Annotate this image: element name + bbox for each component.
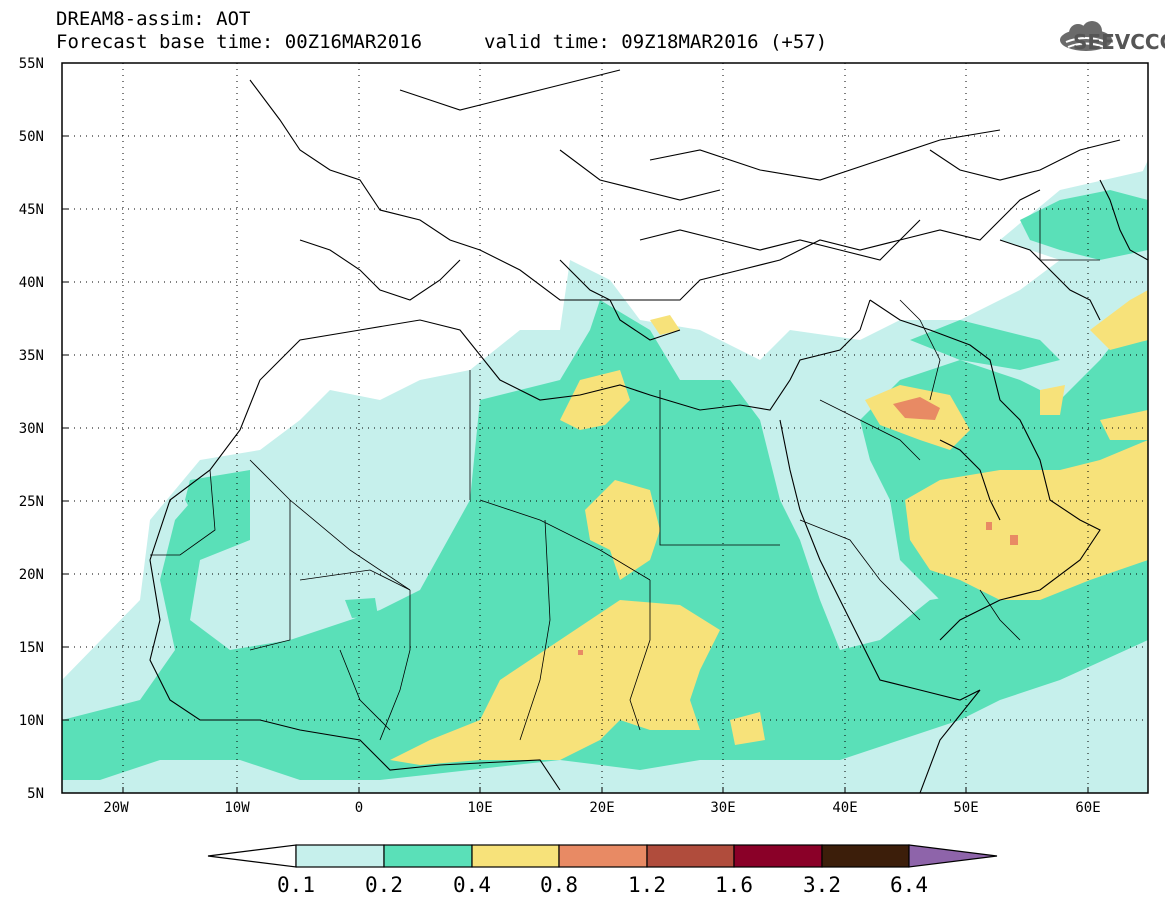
lat-label: 25N [19,494,44,510]
lat-label: 10N [19,713,44,729]
colorbar-seg-8 [908,844,998,868]
lon-label: 20E [589,800,614,816]
colorbar-label: 6.4 [890,873,928,897]
lat-label: 20N [19,567,44,583]
lat-label: 15N [19,640,44,656]
lat-label: 40N [19,275,44,291]
forecast-base-time: Forecast base time: 00Z16MAR2016 [56,33,422,52]
base-time-label: Forecast base time: 00Z16MAR2016 [56,31,423,53]
colorbar-label: 0.4 [453,873,491,897]
colorbar-seg-4 [558,844,648,868]
lon-label: 10E [467,800,492,816]
lon-label: 0 [355,800,363,816]
borders [150,210,1100,741]
colorbar-seg-5 [646,844,735,868]
logo-text: SEEVCCC [1073,30,1165,54]
colorbar-label: 0.2 [365,873,403,897]
colorbar-labels: 0.1 0.2 0.4 0.8 1.2 1.6 3.2 6.4 [277,873,928,897]
colorbar-seg-6 [733,844,823,868]
colorbar-seg-3 [471,844,560,868]
colorbar-label: 3.2 [803,873,841,897]
colorbar-label: 0.8 [540,873,578,897]
lat-label: 30N [19,421,44,437]
colorbar-seg-7 [821,844,910,868]
lat-label: 35N [19,348,44,364]
lon-label: 50E [953,800,978,816]
colorbar-label: 1.6 [715,873,753,897]
lon-label: 10W [224,800,250,816]
coastlines [149,69,1148,793]
lon-labels: 20W 10W 0 10E 20E 30E 40E 50E 60E [103,800,1100,816]
aot-band-0.8 [578,397,1018,655]
lat-label: 45N [19,202,44,218]
tick-marks [62,62,1089,794]
lat-label: 5N [27,786,44,802]
lon-label: 40E [832,800,857,816]
lat-label: 55N [19,56,44,72]
colorbar-label: 0.1 [277,873,315,897]
aot-fields [62,160,1148,793]
lat-labels: 55N 50N 45N 40N 35N 30N 25N 20N 15N 10N … [19,56,44,802]
map-title: DREAM8-assim: AOT [56,8,251,30]
colorbar-seg-2 [383,844,473,868]
lat-label: 50N [19,129,44,145]
colorbar [207,844,998,868]
colorbar-seg-0 [207,844,297,868]
lon-label: 20W [103,800,129,816]
lon-label: 30E [710,800,735,816]
lon-label: 60E [1075,800,1100,816]
colorbar-label: 1.2 [628,873,666,897]
map-grid [62,63,1148,793]
cloud-icon [1060,21,1112,51]
valid-time: valid time: 09Z18MAR2016 (+57) [484,31,828,53]
colorbar-seg-1 [295,844,385,868]
aot-band-0.4 [390,290,1148,765]
